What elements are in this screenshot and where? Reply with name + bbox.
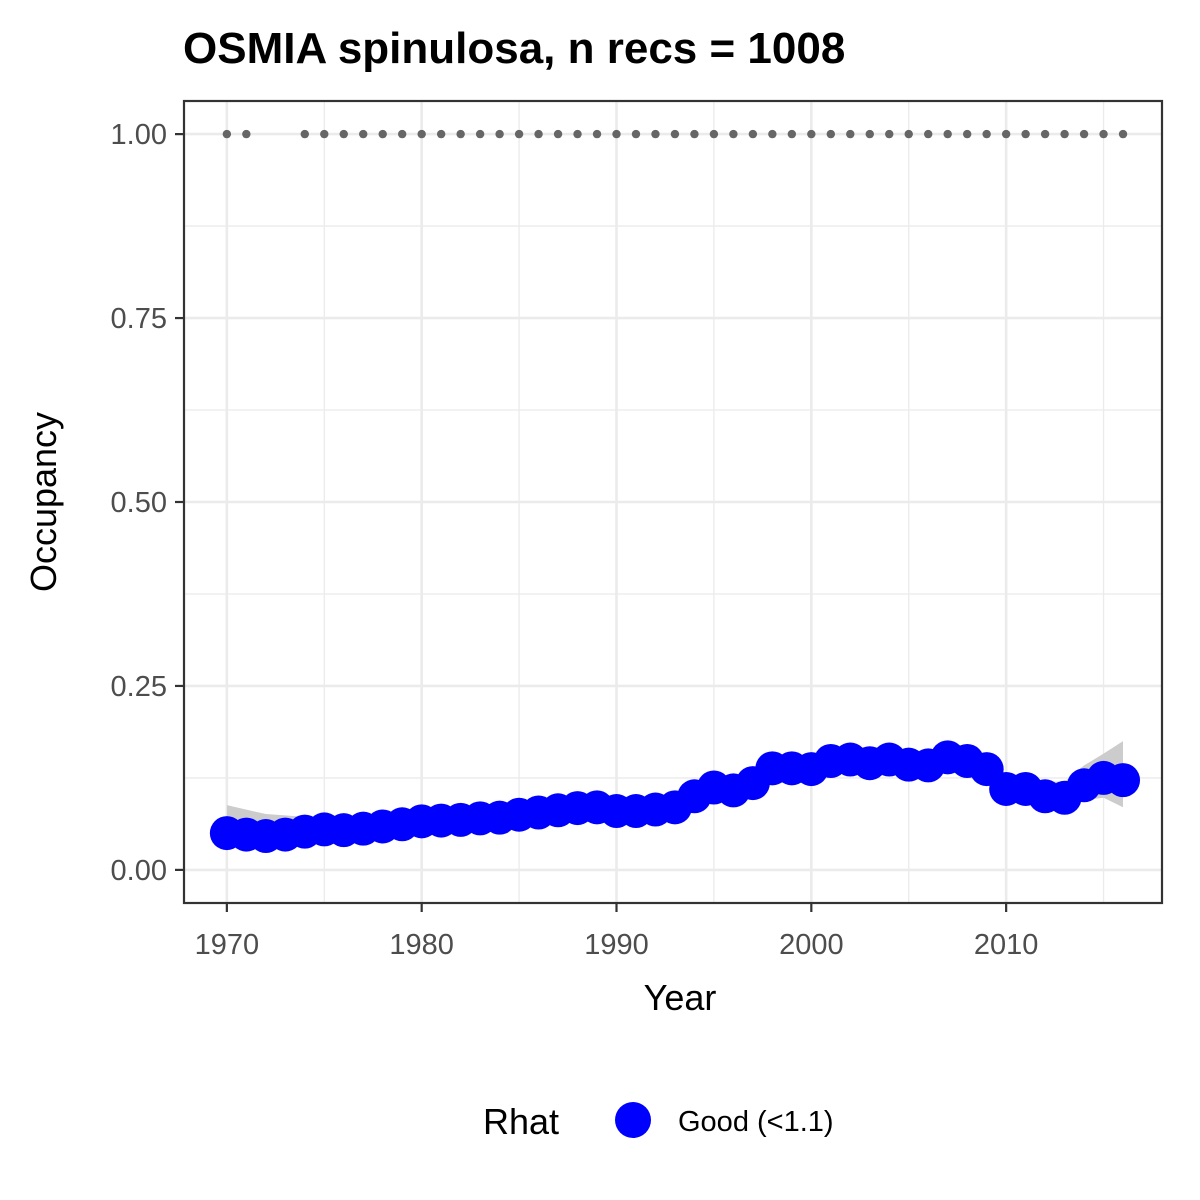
- record-year-dot: [1040, 129, 1050, 139]
- record-year-dot: [1060, 129, 1069, 139]
- record-year-dot: [359, 129, 368, 139]
- x-tick-label: 2010: [974, 929, 1039, 961]
- record-year-dot: [846, 129, 855, 139]
- x-tick-label: 1990: [584, 929, 649, 961]
- record-year-dot: [807, 129, 816, 139]
- record-year-dot: [924, 129, 933, 139]
- record-year-dot: [651, 129, 660, 139]
- x-tick-label: 1970: [195, 929, 260, 961]
- record-year-dot: [1118, 129, 1128, 139]
- x-axis: 1970 1980 1990 2000 2010: [195, 903, 1039, 961]
- occupancy-points: [209, 740, 1141, 854]
- record-year-dot: [690, 129, 699, 139]
- x-tick-label: 2000: [779, 929, 844, 961]
- record-year-dot: [748, 129, 758, 139]
- y-axis-title: Occupancy: [23, 412, 64, 592]
- record-year-dot: [1001, 129, 1011, 139]
- record-year-dot: [514, 129, 524, 139]
- record-year-dot: [300, 129, 309, 139]
- record-year-dot: [631, 129, 641, 139]
- record-year-dot: [1079, 129, 1089, 139]
- record-year-dot: [709, 129, 719, 139]
- legend-key-good: [615, 1102, 651, 1138]
- record-year-dot: [573, 129, 582, 139]
- record-year-dot: [339, 129, 348, 139]
- record-year-dot: [1021, 129, 1030, 139]
- legend-title: Rhat: [483, 1101, 559, 1142]
- record-year-dots: [222, 129, 1128, 139]
- legend: Rhat Good (<1.1): [483, 1101, 834, 1142]
- record-year-dot: [885, 129, 894, 139]
- record-year-dot: [592, 129, 602, 139]
- record-year-dot: [670, 129, 680, 139]
- x-tick-label: 1980: [389, 929, 454, 961]
- occupancy-point: [1106, 763, 1141, 798]
- y-tick-label: 0.75: [111, 303, 167, 335]
- record-year-dot: [436, 129, 446, 139]
- record-year-dot: [495, 129, 504, 139]
- record-year-dot: [729, 129, 738, 139]
- y-axis: 0.00 0.25 0.50 0.75 1.00: [111, 119, 184, 887]
- record-year-dot: [397, 129, 407, 139]
- chart-title: OSMIA spinulosa, n recs = 1008: [183, 24, 845, 73]
- y-tick-label: 1.00: [111, 119, 167, 151]
- record-year-dot: [417, 129, 426, 139]
- record-year-dot: [943, 129, 952, 139]
- record-year-dot: [904, 129, 913, 139]
- record-year-dot: [787, 129, 797, 139]
- legend-label-good: Good (<1.1): [678, 1106, 834, 1138]
- record-year-dot: [475, 129, 485, 139]
- y-tick-label: 0.50: [111, 487, 167, 519]
- record-year-dot: [826, 129, 836, 139]
- record-year-dot: [242, 129, 251, 139]
- y-tick-label: 0.00: [111, 855, 167, 887]
- record-year-dot: [865, 129, 874, 139]
- record-year-dot: [222, 129, 232, 139]
- record-year-dot: [378, 129, 387, 139]
- record-year-dot: [553, 129, 563, 139]
- record-year-dot: [962, 129, 972, 139]
- record-year-dot: [612, 129, 621, 139]
- record-year-dot: [982, 129, 991, 139]
- x-axis-title: Year: [644, 977, 717, 1018]
- record-year-dot: [320, 129, 329, 139]
- record-year-dot: [534, 129, 543, 139]
- record-year-dot: [768, 129, 777, 139]
- y-tick-label: 0.25: [111, 671, 167, 703]
- record-year-dot: [1099, 129, 1108, 139]
- record-year-dot: [456, 129, 465, 139]
